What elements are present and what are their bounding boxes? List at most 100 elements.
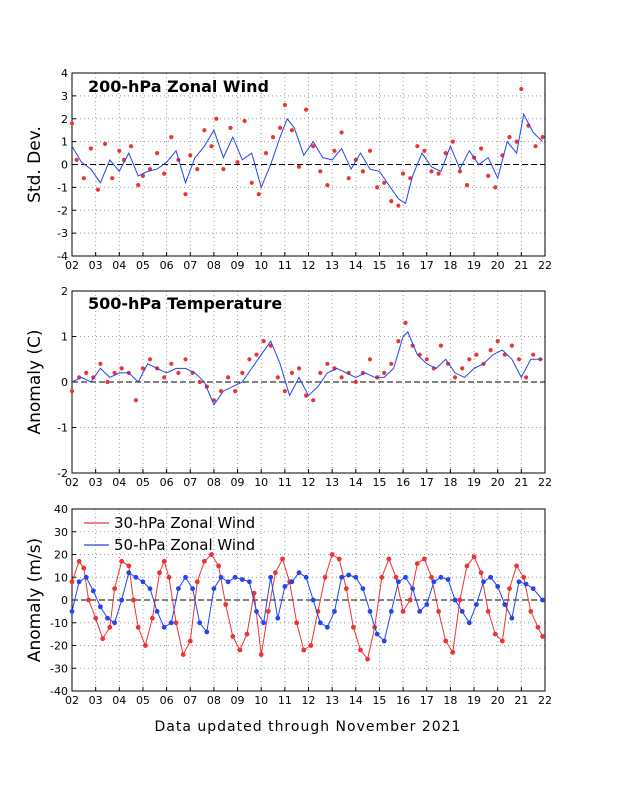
data-point-blue (431, 579, 437, 585)
data-point-blue (332, 609, 337, 614)
data-point-red (147, 357, 153, 362)
data-point-blue (168, 620, 174, 626)
x-tick-label: 15 (372, 476, 386, 489)
data-point-blue (530, 586, 536, 591)
data-point-blue (268, 574, 274, 580)
data-point-blue (424, 602, 430, 607)
series-line-blue (71, 331, 543, 406)
data-point-red (322, 574, 328, 580)
data-point-red (216, 563, 222, 569)
data-point-red (474, 352, 479, 357)
data-point-blue (239, 577, 245, 582)
data-point-red (443, 151, 448, 156)
data-point-red (81, 176, 86, 181)
data-point-red (244, 631, 250, 637)
data-point-red (169, 135, 174, 140)
data-point-red (69, 389, 75, 394)
data-point-red (95, 187, 101, 192)
y-tick-label: -1 (57, 422, 68, 435)
x-tick-label: 21 (514, 476, 528, 489)
data-point-red (133, 398, 138, 403)
data-point-red (88, 146, 93, 151)
legend-label: 30-hPa Zonal Wind (114, 514, 255, 532)
data-point-red (325, 361, 330, 366)
data-point-red (233, 389, 238, 394)
data-point-red (403, 320, 408, 325)
data-point-blue (466, 620, 472, 626)
data-point-red (173, 620, 179, 626)
data-point-red (389, 199, 394, 204)
data-point-red (396, 203, 401, 208)
data-point-red (140, 173, 145, 178)
x-tick-label: 13 (325, 259, 339, 272)
data-point-blue (112, 620, 117, 626)
data-point-blue (190, 586, 196, 591)
data-point-red (228, 125, 233, 130)
data-point-blue (502, 602, 508, 607)
data-point-red (209, 144, 214, 149)
data-point-red (221, 167, 226, 172)
x-tick-label: 12 (302, 476, 316, 489)
data-point-red (242, 118, 247, 124)
data-point-blue (339, 574, 344, 580)
y-tick-label: 0 (61, 376, 68, 389)
x-tick-label: 04 (112, 259, 126, 272)
series-line-blue (71, 112, 543, 205)
x-tick-label: 19 (467, 694, 481, 707)
data-point-red (467, 357, 472, 362)
data-point-blue (445, 577, 451, 582)
data-point-red (86, 597, 91, 603)
data-point-blue (275, 615, 281, 621)
data-point-red (155, 151, 160, 156)
panel-title: 500-hPa Temperature (88, 294, 282, 313)
y-tick-label: 0 (61, 594, 68, 607)
data-point-blue (83, 574, 89, 580)
x-tick-label: 04 (112, 694, 126, 707)
data-point-blue (417, 609, 423, 614)
data-point-red (183, 192, 188, 197)
data-point-red (261, 339, 266, 344)
data-point-red (429, 169, 434, 174)
y-tick-label: -1 (57, 181, 68, 194)
data-point-red (507, 586, 512, 591)
data-point-red (540, 634, 545, 639)
y-tick-label: 1 (61, 331, 68, 344)
data-point-red (343, 586, 349, 591)
x-tick-label: 13 (325, 476, 339, 489)
data-point-red (162, 375, 167, 380)
data-point-red (223, 602, 229, 607)
x-tick-label: 18 (443, 476, 457, 489)
x-tick-label: 21 (514, 259, 528, 272)
data-point-red (478, 570, 484, 576)
data-point-red (119, 366, 124, 371)
y-tick-label: 2 (61, 285, 68, 298)
y-tick-label: 0 (61, 159, 68, 172)
data-point-red (353, 379, 358, 385)
data-point-red (332, 148, 337, 153)
data-point-red (304, 393, 309, 398)
x-tick-label: 08 (207, 259, 221, 272)
data-point-red (218, 389, 224, 394)
data-point-red (540, 135, 545, 140)
data-point-blue (452, 597, 458, 603)
data-point-red (393, 574, 399, 580)
x-tick-label: 11 (278, 476, 292, 489)
data-point-red (240, 370, 245, 375)
data-point-red (339, 130, 344, 135)
data-point-red (263, 151, 268, 156)
data-point-red (273, 570, 278, 576)
x-tick-label: 13 (325, 694, 339, 707)
y-axis-label: Anomaly (m/s) (25, 538, 45, 662)
data-point-red (258, 652, 264, 657)
y-tick-label: -30 (50, 662, 68, 675)
data-point-red (528, 609, 534, 614)
data-point-red (450, 139, 455, 144)
y-tick-label: -10 (50, 617, 68, 630)
data-point-red (429, 574, 434, 580)
data-point-blue (540, 597, 545, 603)
data-point-blue (119, 597, 125, 603)
data-point-blue (353, 574, 359, 580)
data-point-red (180, 652, 186, 657)
x-tick-label: 14 (349, 476, 363, 489)
